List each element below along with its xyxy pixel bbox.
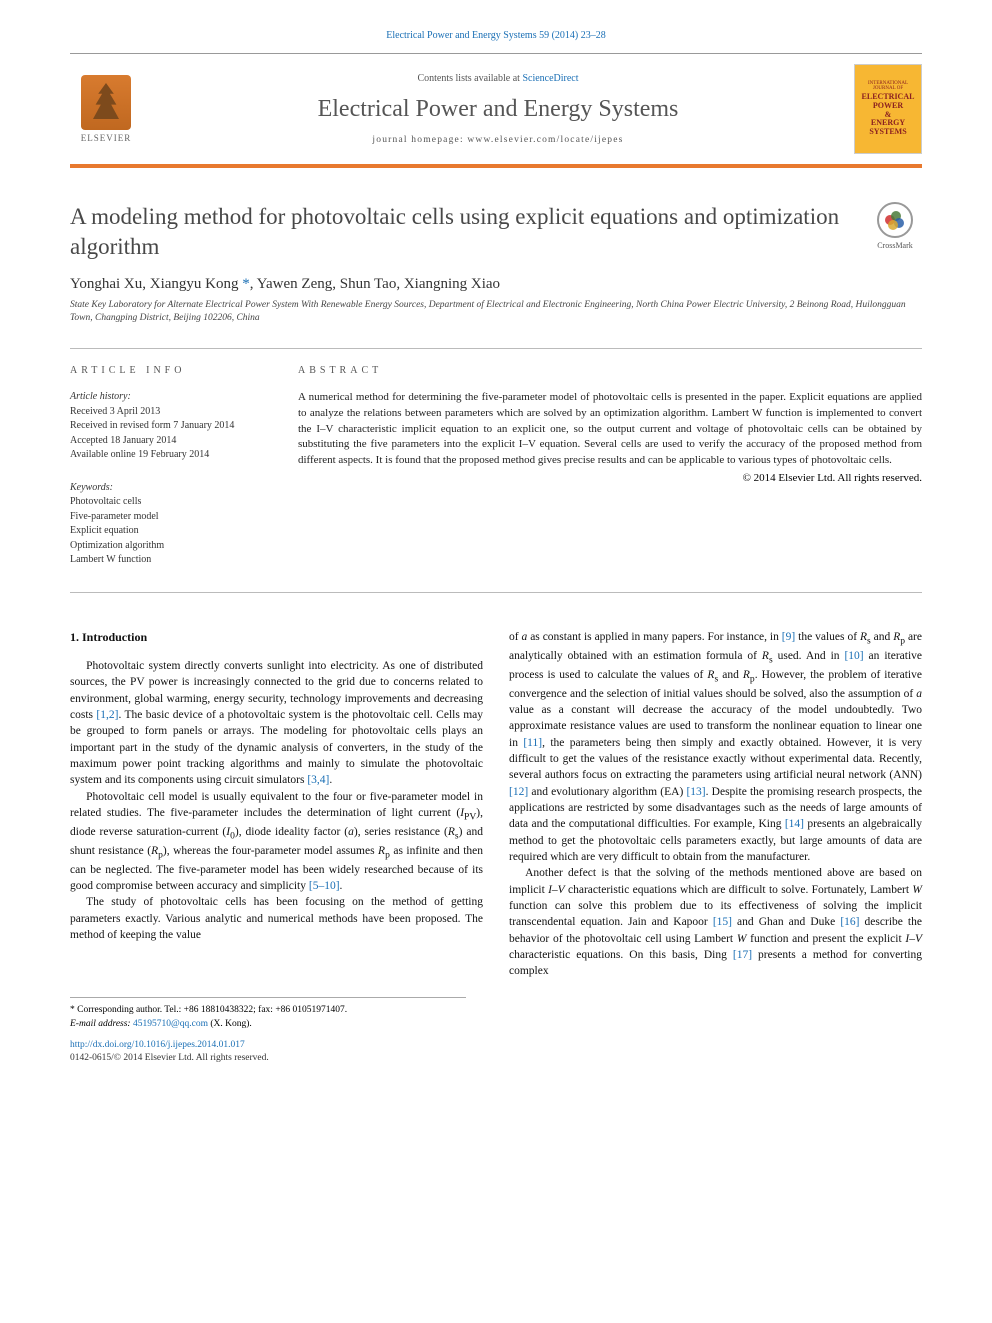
doi-link[interactable]: http://dx.doi.org/10.1016/j.ijepes.2014.… <box>70 1040 245 1050</box>
affiliation: State Key Laboratory for Alternate Elect… <box>70 299 922 325</box>
abstract-label: ABSTRACT <box>298 365 922 376</box>
elsevier-logo[interactable]: ELSEVIER <box>70 69 142 149</box>
email-suffix: (X. Kong). <box>208 1019 252 1029</box>
history-line: Available online 19 February 2014 <box>70 448 270 463</box>
page-footer: http://dx.doi.org/10.1016/j.ijepes.2014.… <box>70 1039 922 1066</box>
history-line: Received in revised form 7 January 2014 <box>70 419 270 434</box>
issn-line: 0142-0615/© 2014 Elsevier Ltd. All right… <box>70 1052 922 1065</box>
body-paragraph: Another defect is that the solving of th… <box>509 865 922 979</box>
homepage-prefix: journal homepage: <box>372 135 467 145</box>
abstract-text: A numerical method for determining the f… <box>298 390 922 468</box>
abstract-copyright: © 2014 Elsevier Ltd. All rights reserved… <box>298 472 922 484</box>
cover-title-5: SYSTEMS <box>869 128 906 137</box>
history-line: Accepted 18 January 2014 <box>70 434 270 449</box>
journal-name: Electrical Power and Energy Systems <box>156 96 840 123</box>
body-paragraph: of a as constant is applied in many pape… <box>509 629 922 865</box>
corresponding-marker[interactable]: * <box>238 276 249 292</box>
citation-link[interactable]: [9] <box>782 631 795 643</box>
keyword: Optimization algorithm <box>70 539 270 554</box>
homepage-line: journal homepage: www.elsevier.com/locat… <box>156 135 840 145</box>
citation-link[interactable]: [17] <box>733 949 752 961</box>
authors-before: Yonghai Xu, Xiangyu Kong <box>70 276 238 292</box>
citation-line: Electrical Power and Energy Systems 59 (… <box>70 30 922 41</box>
citation-link[interactable]: [5–10] <box>309 880 340 892</box>
article-history: Article history: Received 3 April 2013 R… <box>70 390 270 463</box>
contents-prefix: Contents lists available at <box>417 73 522 84</box>
citation-link[interactable]: [3,4] <box>307 774 329 786</box>
page-container: Electrical Power and Energy Systems 59 (… <box>0 0 992 1106</box>
elsevier-label: ELSEVIER <box>81 133 132 143</box>
email-link[interactable]: 45195710@qq.com <box>133 1019 208 1029</box>
journal-cover-thumbnail[interactable]: INTERNATIONAL JOURNAL OF ELECTRICAL POWE… <box>854 64 922 154</box>
crossmark-icon <box>877 202 913 238</box>
footnotes: * Corresponding author. Tel.: +86 188104… <box>70 997 466 1031</box>
history-head: Article history: <box>70 390 270 405</box>
masthead-center: Contents lists available at ScienceDirec… <box>156 73 840 145</box>
article-info-label: ARTICLE INFO <box>70 365 270 376</box>
citation-link[interactable]: [16] <box>840 916 859 928</box>
corresponding-author-note: * Corresponding author. Tel.: +86 188104… <box>70 1004 466 1017</box>
keyword: Lambert W function <box>70 553 270 568</box>
crossmark-badge[interactable]: CrossMark <box>868 202 922 250</box>
article-title: A modeling method for photovoltaic cells… <box>70 202 868 262</box>
citation-link[interactable]: [12] <box>509 786 528 798</box>
keyword: Explicit equation <box>70 524 270 539</box>
contents-line: Contents lists available at ScienceDirec… <box>156 73 840 84</box>
article-info-block: ARTICLE INFO Article history: Received 3… <box>70 348 270 568</box>
meta-row: ARTICLE INFO Article history: Received 3… <box>70 348 922 593</box>
history-line: Received 3 April 2013 <box>70 405 270 420</box>
article-head: A modeling method for photovoltaic cells… <box>70 202 922 262</box>
authors-after: , Yawen Zeng, Shun Tao, Xiangning Xiao <box>250 276 500 292</box>
body-paragraph: Photovoltaic cell model is usually equiv… <box>70 789 483 895</box>
masthead: ELSEVIER Contents lists available at Sci… <box>70 53 922 168</box>
citation-link[interactable]: [13] <box>686 786 705 798</box>
email-label: E-mail address: <box>70 1019 131 1029</box>
citation-link[interactable]: [11] <box>523 737 542 749</box>
authors-line: Yonghai Xu, Xiangyu Kong *, Yawen Zeng, … <box>70 276 922 293</box>
section-heading: 1. Introduction <box>70 629 483 646</box>
body-paragraph: The study of photovoltaic cells has been… <box>70 894 483 943</box>
citation-link[interactable]: [1,2] <box>96 709 118 721</box>
sciencedirect-link[interactable]: ScienceDirect <box>522 73 578 84</box>
keyword: Five-parameter model <box>70 510 270 525</box>
abstract-block: ABSTRACT A numerical method for determin… <box>298 348 922 568</box>
keywords-head: Keywords: <box>70 481 270 496</box>
citation-link[interactable]: [14] <box>785 818 804 830</box>
keyword: Photovoltaic cells <box>70 495 270 510</box>
crossmark-label: CrossMark <box>877 241 913 250</box>
homepage-url[interactable]: www.elsevier.com/locate/ijepes <box>467 135 623 145</box>
email-line: E-mail address: 45195710@qq.com (X. Kong… <box>70 1018 466 1031</box>
body-columns: 1. Introduction Photovoltaic system dire… <box>70 629 922 980</box>
keywords-block: Keywords: Photovoltaic cells Five-parame… <box>70 481 270 568</box>
body-paragraph: Photovoltaic system directly converts su… <box>70 658 483 789</box>
cover-overline: INTERNATIONAL JOURNAL OF <box>859 81 917 91</box>
citation-link[interactable]: [15] <box>713 916 732 928</box>
elsevier-tree-icon <box>81 75 131 130</box>
citation-link[interactable]: [10] <box>844 650 863 662</box>
